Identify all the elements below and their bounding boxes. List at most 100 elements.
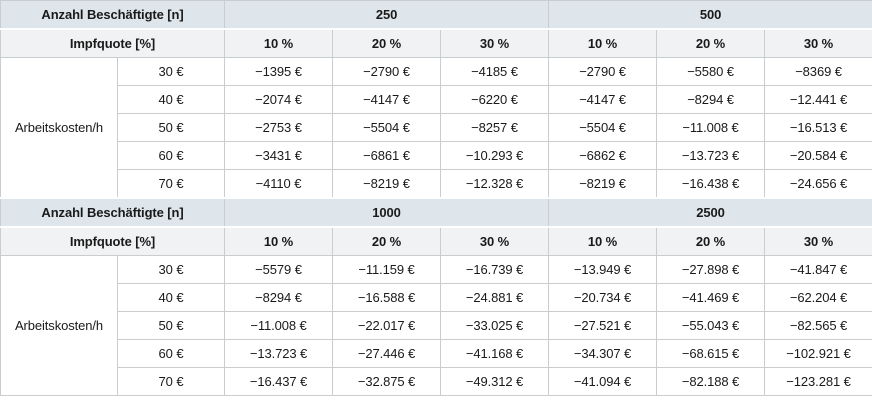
table-row: 70 € −16.437 € −32.875 € −49.312 € −41.0… bbox=[1, 367, 872, 396]
value-cell: −68.615 € bbox=[656, 339, 766, 368]
employees-header-row: Anzahl Beschäftigte [n] 250 500 bbox=[0, 0, 872, 30]
cost-row-label: 70 € bbox=[117, 367, 225, 396]
value-cell: −20.584 € bbox=[764, 141, 872, 170]
cost-row-label: 30 € bbox=[117, 255, 225, 284]
quota-header-cell: 30 % bbox=[764, 226, 872, 256]
value-cell: −55.043 € bbox=[656, 311, 766, 340]
quota-header-cell: 10 % bbox=[548, 226, 658, 256]
value-cell: −33.025 € bbox=[439, 311, 550, 340]
value-cell: −16.588 € bbox=[332, 283, 441, 312]
cost-row-label: 50 € bbox=[117, 311, 225, 340]
table-row: 50 € −2753 € −5504 € −8257 € −5504 € −11… bbox=[1, 113, 872, 142]
quota-header-cell: 10 % bbox=[224, 28, 333, 58]
cost-row-label: 40 € bbox=[117, 283, 225, 312]
quota-row-label: Impfquote [%] bbox=[0, 226, 225, 256]
cost-row-label: 50 € bbox=[117, 113, 225, 142]
value-cell: −16.513 € bbox=[764, 113, 872, 142]
table-section-1000-2500: Anzahl Beschäftigte [n] 1000 2500 Impfqu… bbox=[0, 197, 872, 396]
cost-row-label: 40 € bbox=[117, 85, 225, 114]
value-cell: −3431 € bbox=[224, 141, 333, 170]
value-cell: −16.438 € bbox=[656, 169, 766, 199]
table-row: 40 € −8294 € −16.588 € −24.881 € −20.734… bbox=[1, 283, 872, 312]
value-cell: −41.168 € bbox=[439, 339, 550, 368]
table-row: 50 € −11.008 € −22.017 € −33.025 € −27.5… bbox=[1, 311, 872, 340]
quota-header-cell: 30 % bbox=[764, 28, 872, 58]
value-cell: −10.293 € bbox=[439, 141, 550, 170]
table-row: 60 € −13.723 € −27.446 € −41.168 € −34.3… bbox=[1, 339, 872, 368]
quota-header-row: Impfquote [%] 10 % 20 % 30 % 10 % 20 % 3… bbox=[0, 28, 872, 58]
value-cell: −27.446 € bbox=[332, 339, 441, 368]
value-cell: −34.307 € bbox=[548, 339, 658, 368]
table-section-250-500: Anzahl Beschäftigte [n] 250 500 Impfquot… bbox=[0, 0, 872, 199]
value-cell: −11.008 € bbox=[656, 113, 766, 142]
value-cell: −102.921 € bbox=[764, 339, 872, 368]
value-cell: −22.017 € bbox=[332, 311, 441, 340]
value-cell: −24.656 € bbox=[764, 169, 872, 199]
cost-group-label: Arbeitskosten/h bbox=[0, 255, 118, 396]
value-cell: −12.441 € bbox=[764, 85, 872, 114]
employees-count-2500: 2500 bbox=[548, 197, 872, 228]
value-cell: −2790 € bbox=[548, 57, 658, 86]
value-cell: −41.469 € bbox=[656, 283, 766, 312]
table-row: Arbeitskosten/h 30 € −1395 € −2790 € −41… bbox=[0, 57, 872, 199]
value-cell: −8219 € bbox=[332, 169, 441, 199]
employees-count-1000: 1000 bbox=[223, 197, 550, 228]
value-cell: −27.898 € bbox=[656, 255, 766, 284]
value-cell: −49.312 € bbox=[439, 367, 550, 396]
value-cell: −13.949 € bbox=[548, 255, 658, 284]
value-cell: −5580 € bbox=[656, 57, 766, 86]
quota-row-label: Impfquote [%] bbox=[0, 28, 225, 58]
value-cell: −4147 € bbox=[548, 85, 658, 114]
quota-header-cell: 10 % bbox=[548, 28, 658, 58]
value-cell: −16.437 € bbox=[224, 367, 333, 396]
value-cell: −41.847 € bbox=[764, 255, 872, 284]
value-cell: −4110 € bbox=[224, 169, 333, 199]
value-cell: −13.723 € bbox=[656, 141, 766, 170]
value-cell: −41.094 € bbox=[548, 367, 658, 396]
value-cell: −11.008 € bbox=[224, 311, 333, 340]
value-cell: −12.328 € bbox=[439, 169, 550, 199]
value-cell: −11.159 € bbox=[332, 255, 441, 284]
quota-header-row: Impfquote [%] 10 % 20 % 30 % 10 % 20 % 3… bbox=[0, 226, 872, 256]
value-cell: −8294 € bbox=[656, 85, 766, 114]
value-cell: −24.881 € bbox=[439, 283, 550, 312]
value-cell: −32.875 € bbox=[332, 367, 441, 396]
cost-group-label: Arbeitskosten/h bbox=[0, 57, 118, 199]
value-cell: −5504 € bbox=[548, 113, 658, 142]
quota-header-cell: 30 % bbox=[439, 226, 550, 256]
table-row: Arbeitskosten/h 30 € −5579 € −11.159 € −… bbox=[0, 255, 872, 396]
cost-row-label: 60 € bbox=[117, 339, 225, 368]
quota-header-cell: 20 % bbox=[332, 28, 441, 58]
value-cell: −13.723 € bbox=[224, 339, 333, 368]
value-cell: −5579 € bbox=[224, 255, 333, 284]
table-row: 70 € −4110 € −8219 € −12.328 € −8219 € −… bbox=[1, 169, 872, 199]
value-cell: −16.739 € bbox=[439, 255, 550, 284]
quota-header-cell: 30 % bbox=[439, 28, 550, 58]
employees-header-row: Anzahl Beschäftigte [n] 1000 2500 bbox=[0, 197, 872, 228]
table-row: 60 € −3431 € −6861 € −10.293 € −6862 € −… bbox=[1, 141, 872, 170]
employees-count-500: 500 bbox=[548, 0, 872, 30]
value-cell: −82.565 € bbox=[764, 311, 872, 340]
quota-header-cell: 10 % bbox=[224, 226, 333, 256]
value-cell: −27.521 € bbox=[548, 311, 658, 340]
value-cell: −2074 € bbox=[224, 85, 333, 114]
value-cell: −20.734 € bbox=[548, 283, 658, 312]
cost-row-label: 30 € bbox=[117, 57, 225, 86]
value-cell: −6861 € bbox=[332, 141, 441, 170]
quota-header-cell: 20 % bbox=[656, 28, 766, 58]
table-row: 40 € −2074 € −4147 € −6220 € −4147 € −82… bbox=[1, 85, 872, 114]
value-cell: −6220 € bbox=[439, 85, 550, 114]
employees-count-250: 250 bbox=[223, 0, 550, 30]
quota-header-cell: 20 % bbox=[656, 226, 766, 256]
value-cell: −4147 € bbox=[332, 85, 441, 114]
value-cell: −82.188 € bbox=[656, 367, 766, 396]
value-cell: −8294 € bbox=[224, 283, 333, 312]
value-cell: −6862 € bbox=[548, 141, 658, 170]
vaccination-cost-table: Anzahl Beschäftigte [n] 250 500 Impfquot… bbox=[0, 0, 872, 396]
value-cell: −4185 € bbox=[439, 57, 550, 86]
value-cell: −5504 € bbox=[332, 113, 441, 142]
cost-row-label: 70 € bbox=[117, 169, 225, 199]
value-cell: −123.281 € bbox=[764, 367, 872, 396]
employees-row-label: Anzahl Beschäftigte [n] bbox=[0, 197, 225, 228]
value-cell: −62.204 € bbox=[764, 283, 872, 312]
